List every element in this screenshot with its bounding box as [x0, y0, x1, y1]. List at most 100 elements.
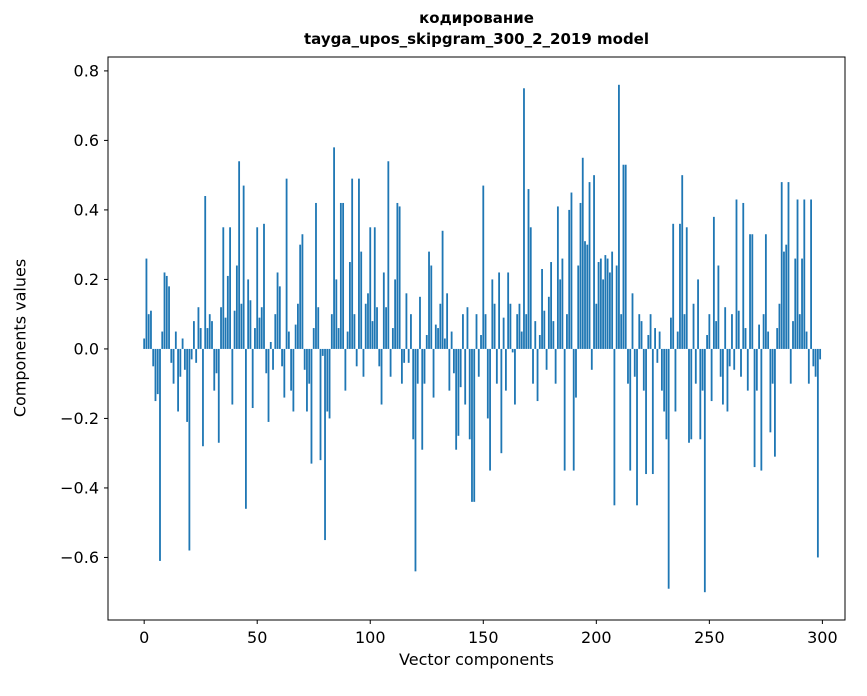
bar — [466, 307, 469, 349]
bar — [771, 348, 774, 384]
bar — [382, 272, 385, 349]
bar — [737, 310, 740, 349]
bar — [330, 314, 333, 349]
bar — [432, 348, 435, 398]
bar — [760, 348, 763, 471]
bar — [272, 348, 274, 370]
bar — [224, 317, 227, 349]
y-tick-label: 0.2 — [74, 270, 99, 289]
chart-title-line1: кодирование — [419, 9, 534, 27]
bar — [251, 348, 254, 409]
bar — [407, 348, 410, 363]
bar — [509, 303, 512, 349]
bar — [256, 227, 259, 349]
x-tick-label: 200 — [581, 628, 612, 647]
bar — [197, 307, 200, 349]
bar — [568, 209, 571, 349]
bar — [731, 314, 733, 349]
bar — [645, 348, 647, 475]
bar — [792, 321, 794, 349]
bar — [545, 348, 548, 370]
bar — [570, 192, 573, 349]
bar — [145, 258, 148, 349]
bar — [810, 199, 812, 349]
bar — [428, 251, 430, 349]
bar — [500, 348, 503, 454]
bar — [816, 348, 819, 558]
bar — [638, 314, 641, 349]
bar — [538, 335, 541, 349]
bar — [287, 331, 290, 349]
bar — [514, 348, 516, 405]
bar — [694, 348, 697, 384]
bar — [278, 286, 281, 349]
bar — [706, 335, 708, 349]
bar — [755, 348, 758, 391]
bar — [147, 314, 150, 349]
bar — [222, 227, 225, 349]
bar — [608, 272, 611, 349]
bar — [532, 348, 534, 384]
bar — [299, 244, 302, 349]
bar — [306, 348, 308, 412]
bar — [258, 317, 261, 349]
bar — [525, 314, 528, 349]
bar — [455, 348, 458, 450]
bar — [812, 348, 815, 367]
bar — [351, 178, 354, 349]
bar — [242, 185, 245, 349]
bar — [468, 348, 471, 440]
bar — [516, 314, 519, 349]
x-tick-label: 150 — [468, 628, 499, 647]
bar — [165, 275, 168, 349]
bar — [344, 348, 347, 391]
bar — [575, 348, 577, 398]
bar — [665, 348, 668, 440]
bar — [647, 335, 650, 349]
bar — [452, 348, 455, 374]
bar — [410, 314, 412, 349]
bar — [622, 164, 625, 349]
bar — [220, 307, 222, 349]
bar — [740, 348, 742, 377]
bar — [179, 348, 182, 377]
bar — [245, 348, 247, 509]
bar — [247, 279, 250, 349]
bar — [177, 348, 179, 412]
bar — [400, 348, 403, 384]
bar — [774, 348, 776, 457]
bar — [493, 303, 496, 349]
bar — [348, 262, 351, 349]
bar — [624, 164, 627, 349]
bar — [213, 348, 216, 391]
bar — [477, 348, 480, 377]
bar — [328, 348, 331, 419]
bar — [421, 348, 424, 450]
bar — [534, 321, 537, 349]
bar — [321, 348, 324, 356]
bar — [703, 348, 706, 593]
bar — [685, 227, 688, 349]
bar — [728, 348, 731, 367]
bar — [586, 244, 589, 349]
x-tick-label: 50 — [247, 628, 267, 647]
bar — [640, 321, 643, 349]
bar — [206, 328, 209, 349]
bar — [502, 317, 505, 349]
bar — [511, 348, 514, 353]
bar — [520, 331, 523, 349]
bar — [712, 216, 715, 349]
bar — [599, 258, 602, 349]
bar — [260, 307, 263, 349]
bar — [518, 303, 521, 349]
bar — [380, 348, 383, 405]
bar — [783, 251, 785, 349]
bar — [749, 234, 751, 349]
bar — [660, 348, 663, 391]
bar — [385, 307, 387, 349]
bar — [174, 331, 177, 349]
bar — [412, 348, 415, 440]
x-axis-label: Vector components — [399, 650, 554, 669]
bar — [742, 202, 745, 349]
bar — [143, 338, 146, 349]
